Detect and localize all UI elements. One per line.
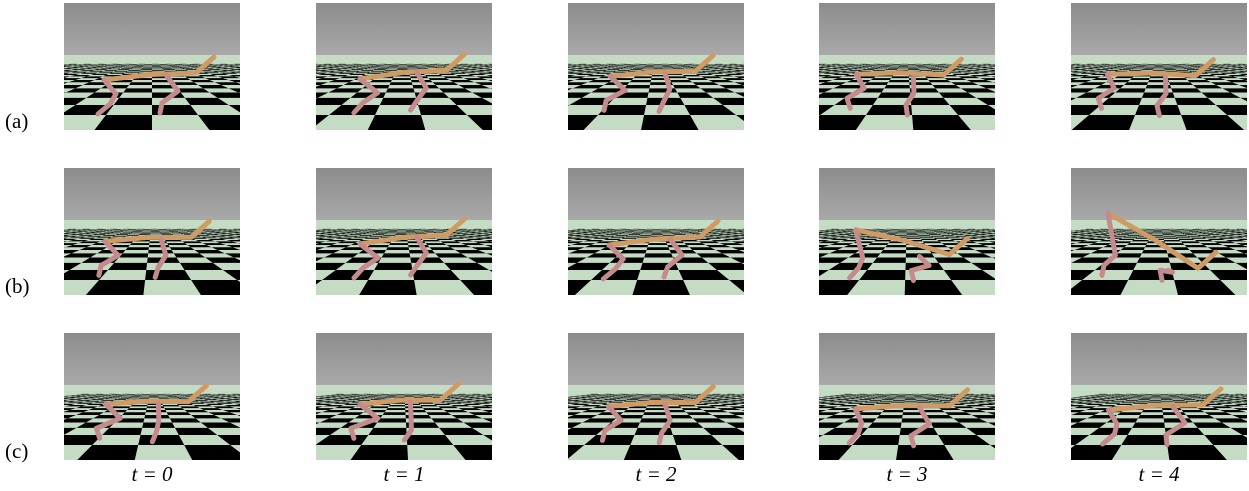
sky xyxy=(568,168,744,220)
figure: (a) (b) (c) t = 0 t = 1 t = 2 t = 3 t = 4 xyxy=(0,0,1249,491)
sky xyxy=(316,168,492,220)
column-label: t = 3 xyxy=(886,462,927,486)
column-label: t = 0 xyxy=(131,462,173,486)
column-label: t = 4 xyxy=(1138,462,1180,486)
sky xyxy=(1071,3,1247,55)
sky xyxy=(64,3,240,55)
sky xyxy=(64,168,240,220)
row-label: (c) xyxy=(5,439,28,463)
sky xyxy=(64,333,240,385)
sky xyxy=(568,3,744,55)
sky xyxy=(316,3,492,55)
sky xyxy=(316,333,492,385)
sky xyxy=(819,3,995,55)
sky xyxy=(819,168,995,220)
sky xyxy=(819,333,995,385)
page: (a)(b)(c)t = 0t = 1t = 2t = 3t = 4 (() =… xyxy=(0,0,1249,491)
row-label: (b) xyxy=(5,274,30,298)
column-label: t = 2 xyxy=(635,462,677,486)
column-label: t = 1 xyxy=(383,462,424,486)
sky xyxy=(568,333,744,385)
sky xyxy=(1071,168,1247,220)
row-label: (a) xyxy=(5,109,28,133)
sky xyxy=(1071,333,1247,385)
